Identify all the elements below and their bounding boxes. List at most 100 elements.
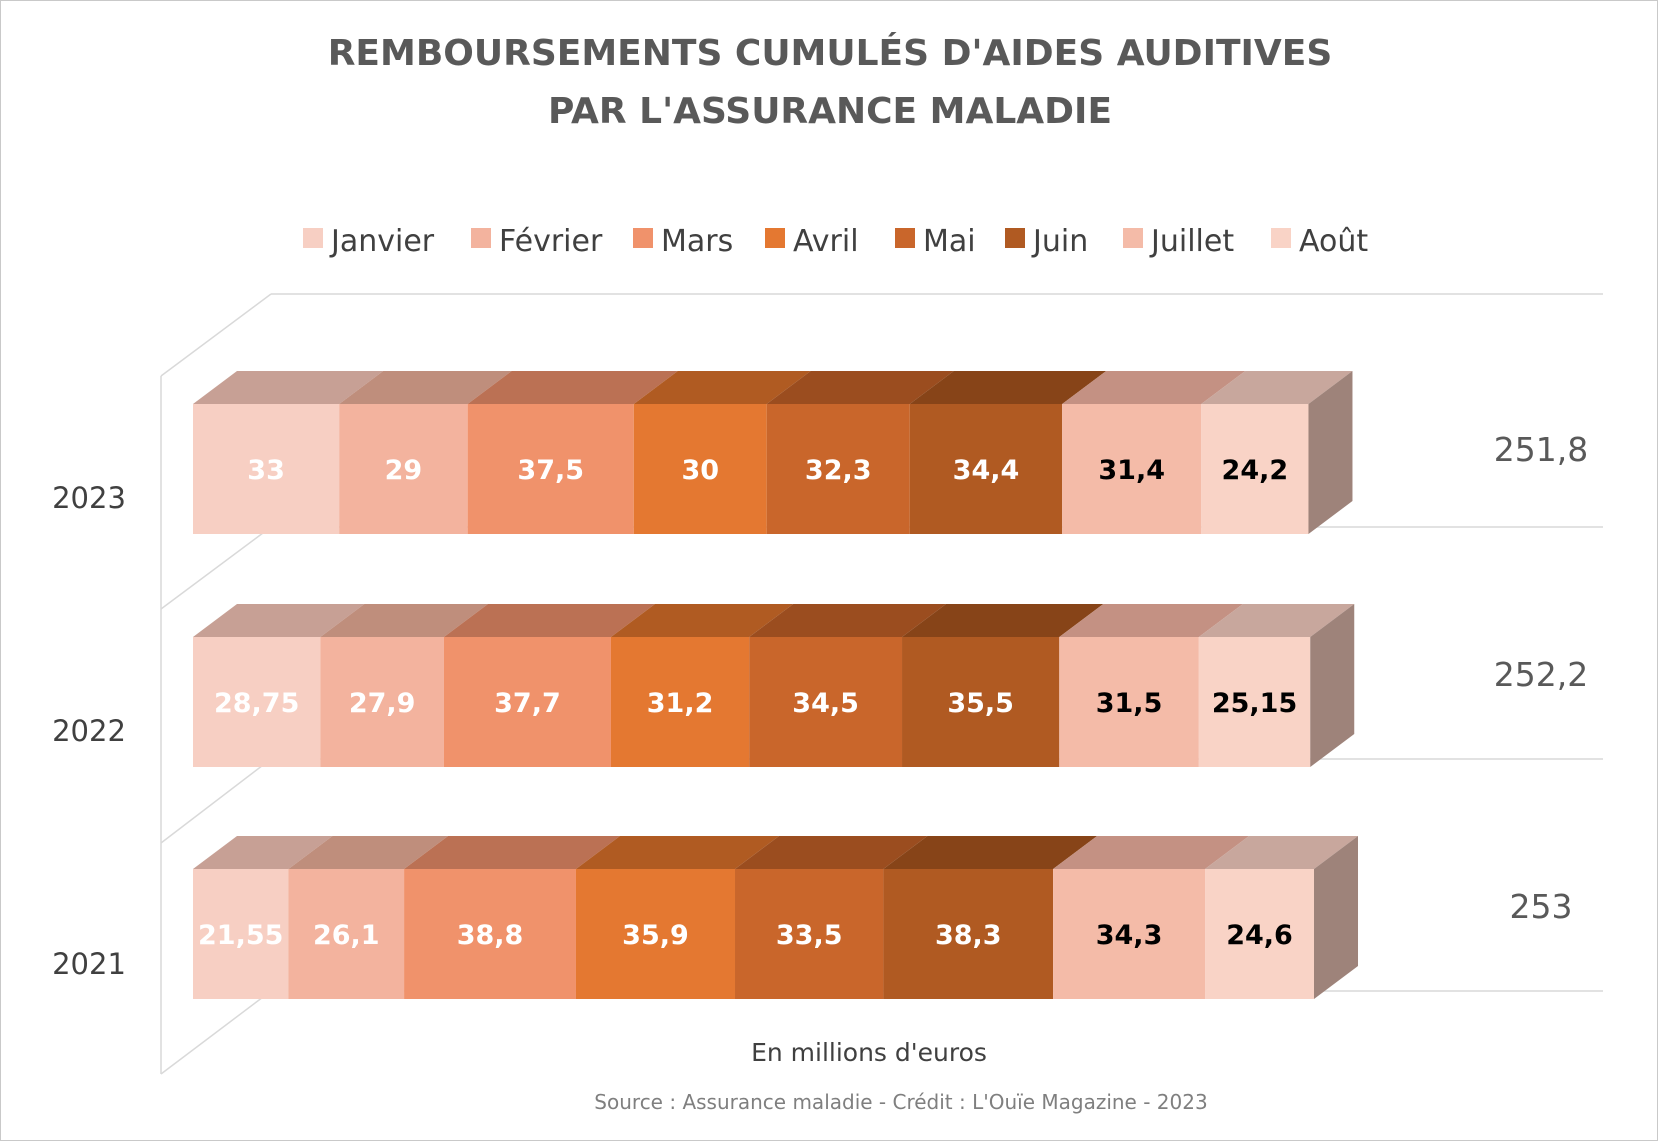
legend-label-juin: Juin: [1031, 224, 1088, 259]
bar-segment-juin-2022: [902, 637, 1060, 767]
bar-segment-mars-2022: [443, 637, 611, 767]
data-label: 29: [385, 455, 423, 486]
bar-top-face: [1053, 836, 1250, 869]
total-labels: 251,8 252,2 253: [1494, 430, 1588, 926]
legend-label-janvier: Janvier: [329, 224, 435, 259]
legend-swatch-mars: [633, 228, 653, 248]
data-label: 28,75: [214, 688, 299, 719]
bar-top-face: [575, 836, 780, 869]
legend-label-mars: Mars: [661, 224, 733, 259]
total-label-2022: 252,2: [1494, 655, 1588, 694]
bar-segment-janvier-2022: [193, 637, 321, 767]
bar-top-face: [766, 371, 954, 404]
data-label: 38,3: [935, 920, 1002, 951]
bar-top-face: [193, 836, 333, 869]
data-label: 33: [247, 455, 285, 486]
data-label: 37,5: [517, 455, 584, 486]
bar-top-face: [633, 371, 811, 404]
floor-diagonal: [160, 526, 272, 610]
data-label: 24,2: [1222, 455, 1289, 486]
data-label: 34,5: [792, 688, 859, 719]
data-label: 38,8: [457, 920, 524, 951]
bar-top-face: [467, 371, 678, 404]
data-label: 26,1: [313, 920, 380, 951]
bar-segment-juin-2023: [909, 404, 1063, 534]
bar-segment-juillet-2023: [1062, 404, 1202, 534]
bar-segment-avril-2021: [575, 869, 736, 999]
legend-swatch-août: [1271, 228, 1291, 248]
bar-top-face: [193, 604, 365, 637]
bar-segment-février-2023: [339, 404, 468, 534]
bar-top-face: [339, 371, 512, 404]
legend-label-août: Août: [1299, 224, 1368, 259]
bar-top-face: [1059, 604, 1243, 637]
data-label: 25,15: [1212, 688, 1297, 719]
data-label: 31,4: [1098, 455, 1165, 486]
data-label: 34,3: [1096, 920, 1163, 951]
data-label: 32,3: [805, 455, 872, 486]
bar-top-face: [1205, 836, 1359, 869]
data-label: 21,55: [198, 920, 283, 951]
y-label-2022: 2022: [52, 714, 126, 748]
bar-segment-août-2021: [1205, 869, 1315, 999]
bar-segment-juillet-2022: [1059, 637, 1199, 767]
legend-label-février: Février: [499, 224, 603, 259]
unit-label: En millions d'euros: [751, 1038, 987, 1067]
bar-segment-août-2022: [1198, 637, 1311, 767]
data-label: 35,5: [947, 688, 1014, 719]
bar-segment-août-2023: [1201, 404, 1309, 534]
data-label: 37,7: [494, 688, 561, 719]
bar-top-face: [404, 836, 620, 869]
floor-diagonal: [160, 758, 272, 844]
bar-top-face: [749, 604, 947, 637]
legend-swatch-avril: [765, 228, 785, 248]
floor-diagonal: [160, 990, 272, 1075]
legend-label-avril: Avril: [793, 224, 859, 259]
data-label: 24,6: [1226, 920, 1293, 951]
bar-segment-avril-2023: [633, 404, 767, 534]
legend: Janvier Février Mars Avril Mai Juin Juillet Aoû…: [303, 224, 1368, 259]
legend-swatch-juillet: [1123, 228, 1143, 248]
y-label-2023: 2023: [52, 481, 126, 515]
bar-segment-avril-2022: [610, 637, 750, 767]
source-text: Source : Assurance maladie - Crédit : L'…: [594, 1090, 1207, 1114]
bar-top-face: [193, 371, 384, 404]
y-label-2021: 2021: [52, 947, 126, 981]
chart-title-line1: REMBOURSEMENTS CUMULÉS D'AIDES AUDITIVES: [328, 32, 1333, 74]
legend-swatch-janvier: [303, 228, 323, 248]
bar-segment-juillet-2021: [1053, 869, 1206, 999]
bar-top-face: [735, 836, 928, 869]
chart-title-line2: PAR L'ASSURANCE MALADIE: [548, 91, 1112, 132]
legend-label-juillet: Juillet: [1149, 224, 1234, 259]
bar-top-face: [610, 604, 794, 637]
total-label-2021: 253: [1510, 887, 1573, 926]
data-label: 31,5: [1096, 688, 1163, 719]
bar-top-face: [1198, 604, 1355, 637]
data-label: 33,5: [776, 920, 843, 951]
total-label-2023: 251,8: [1494, 430, 1588, 469]
legend-swatch-mai: [895, 228, 915, 248]
bar-segment-mars-2023: [467, 404, 634, 534]
bar-segment-février-2021: [288, 869, 405, 999]
data-label: 35,9: [622, 920, 689, 951]
bar-side-face: [1308, 371, 1353, 534]
legend-swatch-février: [471, 228, 491, 248]
data-label: 30: [681, 455, 719, 486]
bar-segment-juin-2021: [883, 869, 1054, 999]
data-label: 34,4: [953, 455, 1020, 486]
bar-segment-mars-2021: [404, 869, 576, 999]
y-axis-labels: 2023 2022 2021: [52, 481, 126, 981]
bar-top-face: [909, 371, 1107, 404]
bar-top-face: [883, 836, 1098, 869]
data-label: 27,9: [349, 688, 416, 719]
data-label: 31,2: [647, 688, 714, 719]
legend-swatch-juin: [1005, 228, 1025, 248]
bar-side-face: [1310, 604, 1355, 767]
bar-side-face: [1314, 836, 1359, 999]
bar-segment-février-2022: [320, 637, 444, 767]
bar-top-face: [320, 604, 488, 637]
legend-label-mai: Mai: [923, 224, 976, 259]
bar-top-face: [1201, 371, 1353, 404]
